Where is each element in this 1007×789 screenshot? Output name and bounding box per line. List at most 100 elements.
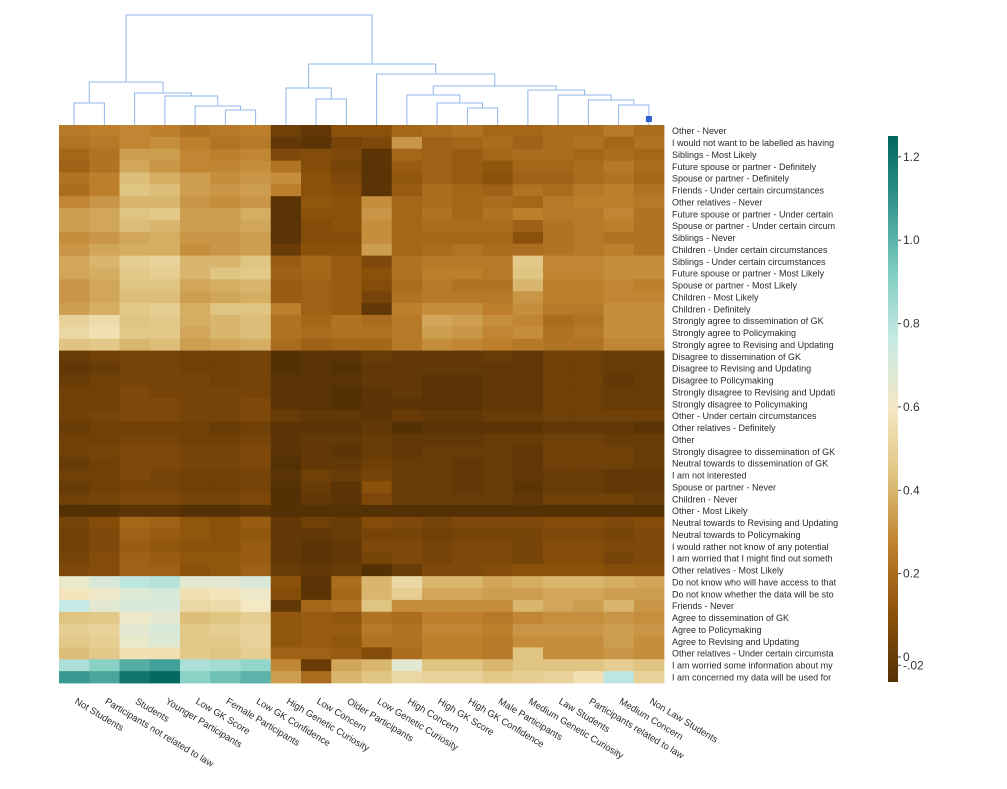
heatmap-cell (210, 208, 241, 221)
heatmap-cell (331, 433, 362, 446)
heatmap-cell (422, 647, 453, 660)
heatmap-cell (482, 481, 514, 494)
heatmap-cell (149, 564, 181, 577)
heatmap-cell (119, 647, 151, 660)
heatmap-cell (452, 338, 483, 351)
heatmap-cell (391, 659, 423, 672)
heatmap-cell (422, 208, 453, 221)
heatmap-cell (149, 148, 181, 162)
heatmap-cell (512, 136, 544, 150)
heatmap-cell (331, 208, 362, 221)
heatmap-cell (270, 564, 302, 577)
heatmap-cell (603, 588, 635, 601)
heatmap-cell (210, 576, 241, 589)
heatmap-cell (180, 386, 211, 399)
heatmap-cell (331, 516, 362, 530)
heatmap-cell (603, 564, 635, 577)
heatmap-cell (543, 647, 574, 660)
heatmap-cell (603, 338, 635, 351)
heatmap-cell (210, 409, 241, 423)
heatmap-cell (512, 314, 544, 328)
heatmap-cell (89, 386, 120, 399)
row-label: Other relatives - Never (672, 197, 763, 207)
heatmap-cell (422, 564, 453, 577)
heatmap-cell (59, 350, 90, 363)
heatmap-cell (573, 231, 604, 245)
heatmap-cell (331, 611, 362, 625)
colorbar-tick-label: 0.4 (903, 483, 920, 497)
heatmap-cell (149, 386, 181, 399)
heatmap-cell (573, 326, 604, 340)
heatmap-cell (59, 125, 90, 138)
heatmap-cell (603, 504, 635, 518)
heatmap-cell (633, 540, 665, 553)
heatmap-cell (603, 291, 635, 304)
heatmap-cell (89, 350, 120, 363)
heatmap-cell (240, 493, 272, 506)
heatmap-cell (331, 350, 362, 363)
heatmap-cell (89, 433, 120, 446)
heatmap-cell (543, 659, 574, 672)
heatmap-cell (603, 125, 635, 138)
row-label: Other relatives - Under certain circumst… (672, 649, 834, 659)
row-label: Strongly disagree to Policymaking (672, 399, 808, 409)
row-label: Children - Most Likely (672, 292, 759, 302)
heatmap-cell (240, 433, 272, 446)
heatmap-cell (482, 172, 514, 185)
heatmap-cell (240, 576, 272, 589)
heatmap-cell (512, 647, 544, 660)
heatmap-cell (543, 588, 574, 601)
row-label: Agree to Policymaking (672, 625, 762, 635)
heatmap-cell (331, 184, 362, 197)
heatmap-cell (149, 421, 181, 435)
heatmap-cell (573, 136, 604, 150)
heatmap-cell (210, 386, 241, 399)
heatmap-cell (482, 421, 514, 435)
heatmap-cell (361, 338, 393, 351)
heatmap-cell (240, 540, 272, 553)
heatmap-cell (240, 528, 272, 541)
heatmap-cell (391, 481, 423, 494)
heatmap-cell (210, 493, 241, 506)
heatmap-cell (422, 457, 453, 470)
heatmap-cell (301, 576, 332, 589)
colorbar-tick-label: -.02 (903, 658, 924, 672)
heatmap-cell (301, 386, 332, 399)
heatmap-cell (210, 172, 241, 185)
row-label: Strongly agree to Policymaking (672, 328, 796, 338)
heatmap-cell (59, 659, 90, 672)
heatmap-cell (361, 172, 393, 185)
heatmap-cell (482, 243, 514, 256)
heatmap-cell (210, 291, 241, 304)
heatmap-cell (149, 671, 181, 684)
heatmap-cell (89, 469, 120, 482)
heatmap-cell (240, 386, 272, 399)
heatmap-cell (391, 528, 423, 541)
heatmap-cell (89, 611, 120, 625)
heatmap-cell (422, 267, 453, 280)
heatmap-cell (512, 588, 544, 601)
heatmap-cell (119, 255, 151, 268)
heatmap-cell (573, 588, 604, 601)
heatmap-cell (512, 576, 544, 589)
heatmap-cell (391, 184, 423, 197)
heatmap-cell (331, 623, 362, 636)
heatmap-cell (361, 516, 393, 530)
heatmap-cell (270, 350, 302, 363)
heatmap-cell (633, 243, 665, 256)
heatmap-cell (59, 148, 90, 162)
heatmap-cell (119, 208, 151, 221)
heatmap-cell (59, 528, 90, 541)
heatmap-cell (512, 374, 544, 387)
heatmap-cell (603, 184, 635, 197)
heatmap-cell (543, 398, 574, 411)
heatmap-cell (89, 457, 120, 470)
heatmap-cell (331, 659, 362, 672)
heatmap-cell (89, 659, 120, 672)
heatmap-cell (573, 445, 604, 458)
heatmap-cell (391, 635, 423, 648)
heatmap-cell (361, 671, 393, 684)
heatmap-cell (331, 243, 362, 256)
heatmap-cell (240, 255, 272, 268)
heatmap-cell (301, 504, 332, 518)
